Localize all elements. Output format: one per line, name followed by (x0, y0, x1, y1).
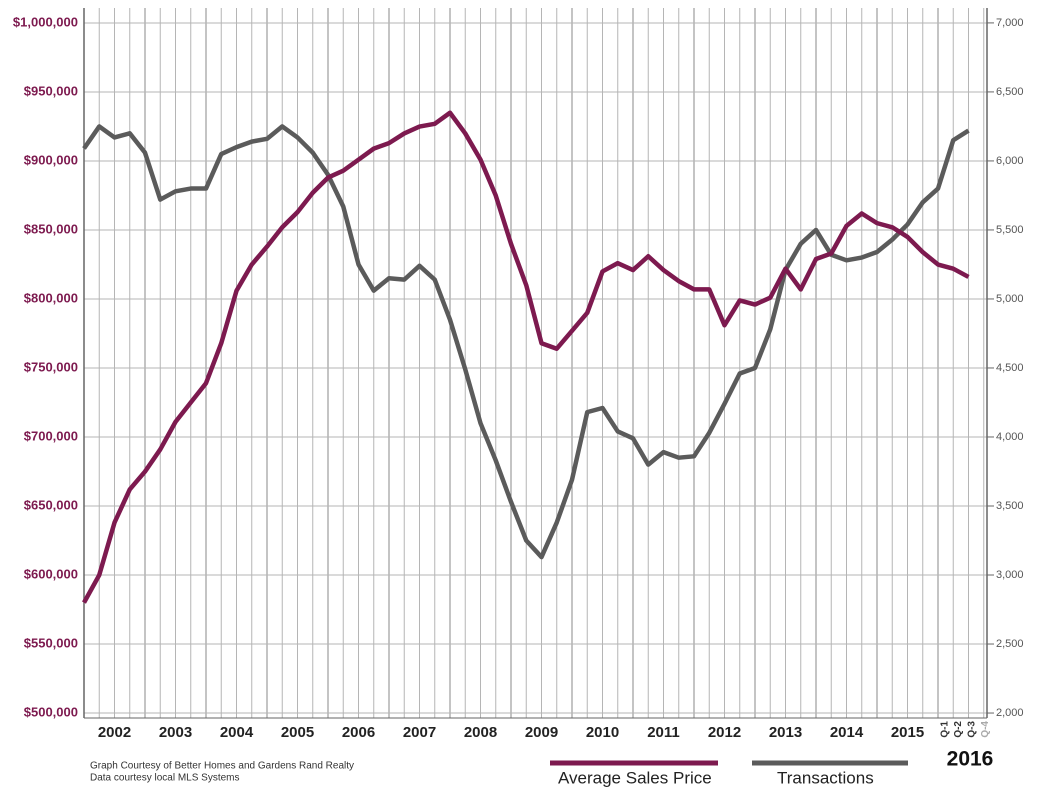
x-tick-label: 2012 (708, 724, 741, 741)
y2-tick-label: 5,500 (996, 224, 1024, 236)
y2-tick-label: 5,000 (996, 293, 1024, 305)
x-tick-label: 2008 (464, 724, 497, 741)
y-tick-label: $1,000,000 (13, 14, 78, 29)
quarter-label: Q-1 (940, 721, 951, 738)
series-line (82, 110, 970, 604)
note: Graph Courtesy of Better Homes and Garde… (90, 761, 354, 772)
y-tick-label: $950,000 (24, 83, 78, 98)
y-tick-label: $500,000 (24, 704, 78, 719)
quarter-label: Q-3 (967, 721, 978, 738)
y2-tick-label: 6,500 (996, 86, 1024, 98)
y-tick-label: $800,000 (24, 290, 78, 305)
x-tick-label: 2011 (647, 724, 680, 741)
x-tick-label: 2013 (769, 724, 802, 741)
quarter-label: Q-2 (953, 721, 964, 738)
x-tick-label: 2015 (891, 724, 924, 741)
x-tick-label: 2007 (403, 724, 436, 741)
y-tick-label: $850,000 (24, 221, 78, 236)
x-tick-label: 2004 (220, 724, 254, 741)
series-line (82, 124, 970, 560)
y2-tick-label: 7,000 (996, 17, 1024, 29)
y2-tick-label: 4,500 (996, 362, 1024, 374)
x-tick-label: 2003 (159, 724, 192, 741)
y2-tick-label: 4,000 (996, 431, 1024, 443)
legend-label: Transactions (777, 768, 874, 787)
x-tick-label: 2005 (281, 724, 314, 741)
y2-tick-label: 3,500 (996, 500, 1024, 512)
quarter-label: Q-4 (980, 721, 991, 738)
y-tick-label: $600,000 (24, 566, 78, 581)
x-tick-label: 2002 (98, 724, 131, 741)
y2-tick-label: 2,000 (996, 707, 1024, 719)
y2-tick-label: 6,000 (996, 155, 1024, 167)
y-tick-label: $900,000 (24, 152, 78, 167)
x-tick-label: 2009 (525, 724, 558, 741)
y-tick-label: $550,000 (24, 635, 78, 650)
y-tick-label: $650,000 (24, 497, 78, 512)
y-tick-label: $750,000 (24, 359, 78, 374)
x-tick-label: 2016 (947, 748, 994, 771)
note: Data courtesy local MLS Systems (90, 773, 240, 784)
legend-label: Average Sales Price (558, 768, 712, 787)
x-tick-label: 2010 (586, 724, 619, 741)
y2-tick-label: 3,000 (996, 569, 1024, 581)
y2-tick-label: 2,500 (996, 638, 1024, 650)
y-tick-label: $700,000 (24, 428, 78, 443)
x-tick-label: 2006 (342, 724, 375, 741)
x-tick-label: 2014 (830, 724, 864, 741)
